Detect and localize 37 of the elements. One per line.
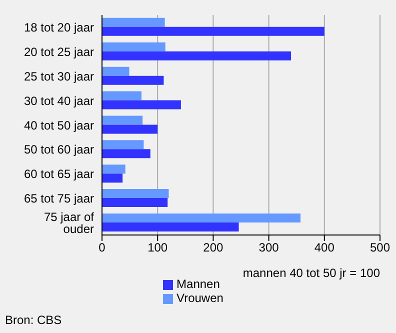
bar [102, 116, 143, 125]
x-tick-label: 400 [314, 240, 335, 255]
bar [102, 164, 126, 174]
bar [102, 26, 324, 36]
bar [102, 140, 144, 150]
legend-label: Mannen [176, 277, 220, 291]
x-tick-label: 300 [258, 240, 280, 255]
bar [102, 100, 181, 110]
y-tick-label: 60 tot 65 jaar [24, 167, 94, 182]
bar [102, 213, 300, 222]
bar [102, 189, 169, 198]
bar [102, 66, 130, 76]
y-tick-label: 20 tot 25 jaar [24, 44, 94, 59]
y-tick-label: 75 jaar of ouder [44, 210, 95, 236]
text: Bron: CBS [5, 313, 62, 327]
bar [102, 76, 164, 85]
y-tick-label: 40 tot 50 jaar [24, 118, 94, 132]
y-tick-label: 18 tot 20 jaar [24, 20, 94, 34]
bar [102, 42, 166, 52]
x-tick-label: 100 [148, 240, 168, 255]
bar [102, 222, 239, 232]
y-tick-label: 25 tot 30 jaar [24, 69, 94, 84]
bar [102, 198, 168, 208]
x-axis-title: mannen 40 tot 50 jr = 100 [242, 266, 380, 280]
x-tick-label: 0 [98, 240, 106, 255]
bar [102, 174, 123, 183]
y-tick-label: 30 tot 40 jaar [24, 94, 94, 108]
legend-label: Vrouwen [176, 291, 224, 305]
bar [102, 51, 292, 60]
bar [102, 18, 165, 27]
y-tick-label: 50 tot 60 jaar [24, 142, 94, 157]
bar [102, 149, 150, 158]
bar [102, 124, 158, 134]
y-tick-label: 65 tot 75 jaar [24, 192, 94, 206]
x-tick-label: 500 [370, 240, 390, 255]
bar [102, 91, 142, 100]
x-tick-label: 200 [203, 240, 224, 255]
